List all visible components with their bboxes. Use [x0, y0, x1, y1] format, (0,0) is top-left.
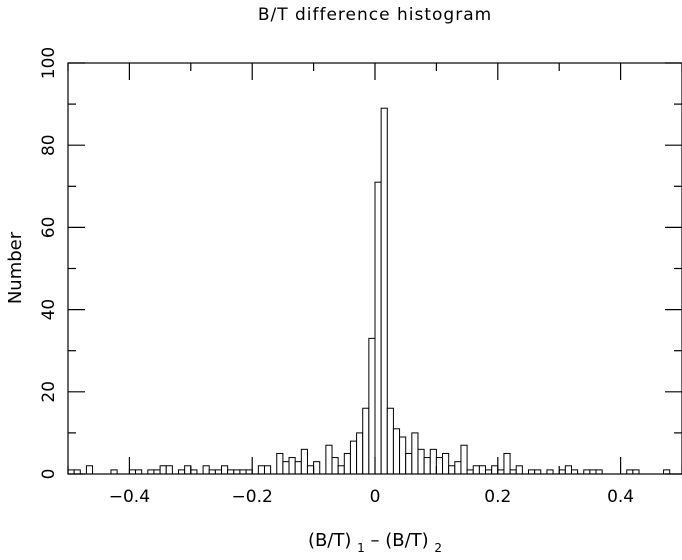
histogram-bars — [67, 107, 671, 475]
x-axis-label-part-1: (B/T) — [308, 530, 351, 551]
chart-title: B/T difference histogram — [258, 5, 492, 25]
histogram-bar — [411, 432, 419, 475]
histogram-bar — [417, 448, 425, 475]
histogram-bar — [528, 469, 536, 475]
histogram-bar — [153, 469, 161, 475]
histogram-bar — [485, 469, 493, 475]
histogram-bar — [399, 436, 407, 475]
histogram-bar — [67, 469, 75, 475]
histogram-bar — [159, 465, 167, 475]
histogram-bar — [534, 469, 542, 475]
histogram-bar — [454, 461, 462, 475]
y-tick-label: 100 — [39, 47, 59, 79]
histogram-bar — [263, 465, 272, 475]
histogram-bar — [374, 181, 382, 475]
histogram-bar — [128, 469, 137, 475]
histogram-bar — [294, 461, 302, 475]
histogram-bar — [300, 448, 308, 475]
histogram-bar — [165, 465, 173, 475]
histogram-bar — [288, 457, 296, 475]
histogram-bar — [509, 469, 517, 475]
histogram-bar — [147, 469, 155, 475]
x-tick-label: 0.2 — [484, 487, 511, 507]
histogram-bar — [503, 452, 511, 475]
histogram-bar — [460, 444, 468, 475]
histogram-bar — [85, 465, 94, 475]
y-tick-label: 0 — [39, 469, 59, 480]
axis-ticks — [67, 62, 682, 475]
x-tick-label: −0.4 — [109, 487, 150, 507]
histogram-bar — [515, 465, 523, 475]
histogram-bar — [110, 469, 118, 475]
histogram-bar — [282, 461, 290, 475]
histogram-bar — [429, 448, 437, 475]
histogram-bar — [478, 465, 487, 475]
histogram-bar — [239, 469, 247, 475]
x-axis-label: (B/T) 1 – (B/T) 2 — [308, 530, 442, 557]
histogram-bar — [362, 407, 370, 475]
histogram-bar — [564, 465, 572, 475]
x-axis-label-part-2: – (B/T) — [371, 530, 429, 551]
histogram-bar — [589, 469, 597, 475]
histogram-bar — [306, 465, 315, 475]
histogram-bar — [386, 407, 394, 475]
histogram-bar — [245, 469, 253, 475]
y-tick-label: 20 — [39, 381, 59, 403]
histogram-bar — [178, 469, 186, 475]
histogram-bar — [214, 469, 223, 475]
histogram-bar — [276, 452, 284, 475]
histogram-bar — [208, 469, 216, 475]
histogram-bar — [497, 469, 505, 475]
histogram-bar — [313, 461, 321, 475]
histogram-bar — [570, 469, 579, 475]
histogram-bar — [73, 469, 81, 475]
histogram-bar — [546, 469, 554, 475]
histogram-bar — [368, 337, 376, 475]
y-tick-label: 40 — [39, 299, 59, 321]
histogram-bar — [423, 457, 431, 475]
histogram-bar — [435, 457, 444, 475]
histogram-bar — [184, 465, 192, 475]
histogram-bar — [257, 465, 265, 475]
y-tick-label: 60 — [39, 217, 59, 239]
histogram-bar — [190, 469, 198, 475]
histogram-bar — [349, 440, 358, 475]
histogram-bar — [632, 469, 640, 475]
histogram-bar — [227, 469, 235, 475]
histogram-bar — [448, 465, 456, 475]
histogram-bar — [325, 444, 333, 475]
histogram-bar — [221, 465, 229, 475]
y-tick-label: 80 — [39, 134, 59, 156]
histogram-bar — [202, 465, 210, 475]
histogram-bar — [583, 469, 591, 475]
plot-frame — [67, 62, 682, 475]
histogram-bar — [472, 465, 480, 475]
histogram-bar — [380, 107, 388, 475]
x-tick-label: 0.4 — [607, 487, 634, 507]
histogram-bar — [331, 457, 339, 475]
histogram-bar — [233, 469, 241, 475]
histogram-bar — [442, 452, 450, 475]
histogram-bar — [558, 469, 566, 475]
histogram-bar — [466, 469, 474, 475]
histogram-bar — [405, 452, 413, 475]
axis-tick-labels: −0.4 −0.2 0 0.2 0.4 0 20 40 60 80 100 — [39, 47, 634, 507]
x-tick-label: 0 — [370, 487, 381, 507]
histogram-bar — [626, 469, 634, 475]
histogram-bar — [135, 469, 143, 475]
x-axis-label-subscript-1: 1 — [357, 541, 365, 555]
histogram-bar — [491, 465, 499, 475]
y-axis-label: Number — [5, 231, 26, 304]
histogram-bar — [663, 469, 671, 475]
histogram-bar — [356, 432, 364, 475]
x-axis-label-subscript-2: 2 — [434, 541, 442, 555]
histogram-bar — [595, 469, 603, 475]
x-tick-label: −0.2 — [232, 487, 273, 507]
histogram-bar — [337, 465, 345, 475]
histogram-bar — [343, 452, 351, 475]
histogram-bar — [392, 428, 401, 475]
